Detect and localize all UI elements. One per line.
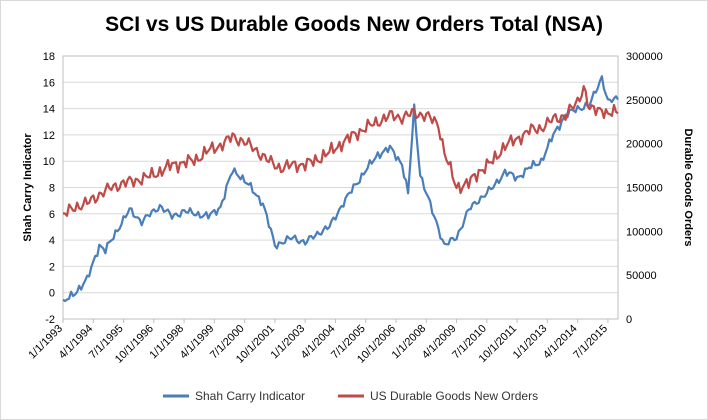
y-tick-label: -2: [45, 314, 55, 326]
y2-axis-title: Durable Goods Orders: [682, 129, 694, 247]
chart-title: SCI vs US Durable Goods New Orders Total…: [105, 13, 603, 36]
legend-label-0: Shah Carry Indicator: [195, 389, 305, 403]
y-tick-label: 12: [43, 130, 55, 142]
series-line-0: [62, 75, 619, 303]
y-tick-label: 14: [43, 104, 55, 116]
y-tick-label: 2: [49, 261, 55, 273]
y-tick-label: 18: [43, 51, 55, 63]
y2-tick-label: 0: [626, 314, 632, 326]
legend-label-1: US Durable Goods New Orders: [370, 389, 538, 403]
series-line-1: [62, 85, 619, 217]
y-tick-label: 6: [49, 209, 55, 221]
y2-tick-label: 250000: [626, 95, 663, 107]
y-tick-label: 16: [43, 77, 55, 89]
y-tick-label: 0: [49, 288, 55, 300]
y2-tick-label: 200000: [626, 139, 663, 151]
y-tick-label: 8: [49, 183, 55, 195]
y-tick-label: 4: [49, 235, 55, 247]
y-tick-label: 10: [43, 156, 55, 168]
y2-tick-label: 300000: [626, 51, 663, 63]
y2-tick-label: 150000: [626, 183, 663, 195]
y2-tick-label: 50000: [626, 270, 657, 282]
y-axis-title: Shah Carry Indicator: [22, 133, 34, 242]
y2-tick-label: 100000: [626, 226, 663, 238]
plot-area: [62, 55, 619, 320]
